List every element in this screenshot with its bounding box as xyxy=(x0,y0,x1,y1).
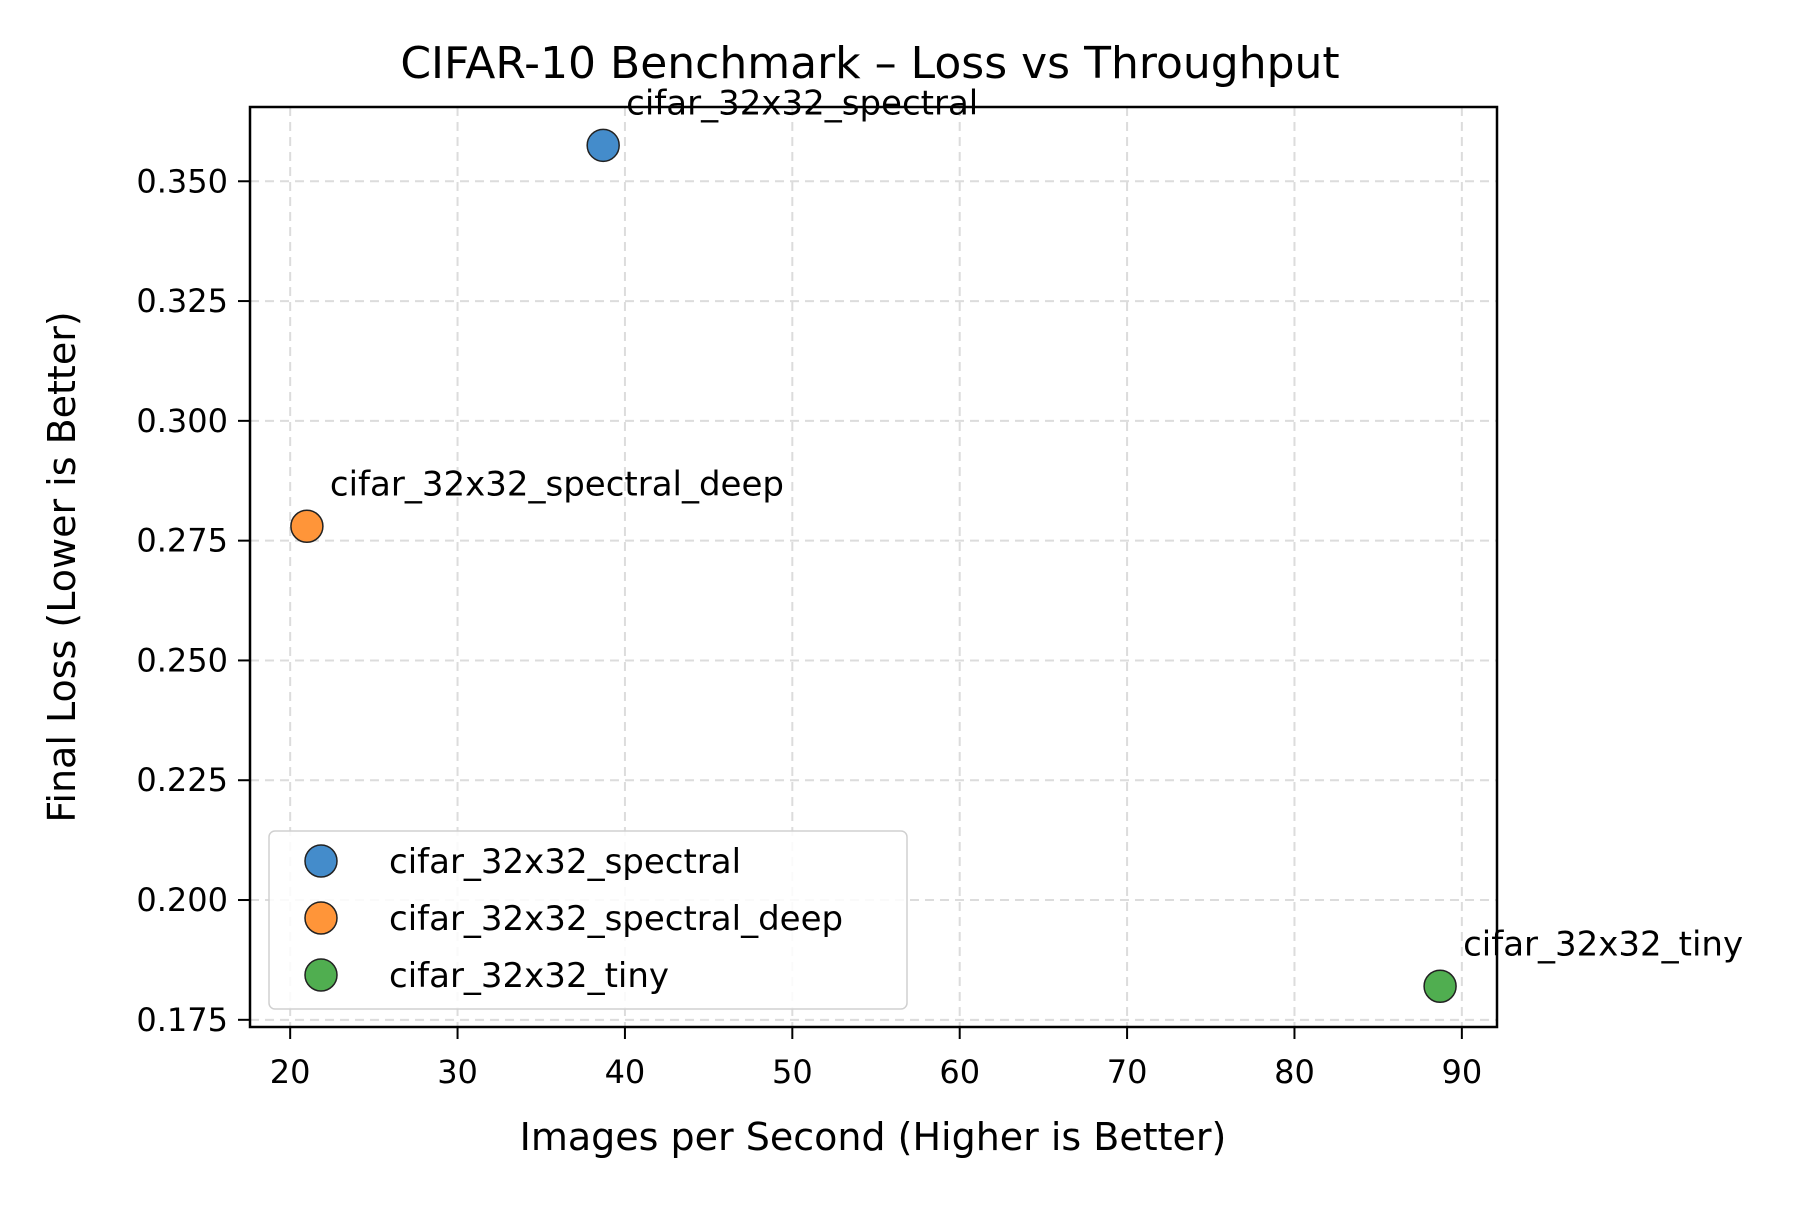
plot-area xyxy=(248,105,1499,1029)
y-tick-label: 0.325 xyxy=(136,282,228,320)
y-tick-label: 0.225 xyxy=(136,761,228,799)
data-point xyxy=(1423,969,1457,1004)
x-tick-label: 90 xyxy=(1441,1053,1482,1091)
data-point xyxy=(586,128,620,163)
chart-title: CIFAR-10 Benchmark – Loss vs Throughput xyxy=(400,38,1339,89)
point-label: cifar_32x32_spectral_deep xyxy=(330,464,784,504)
legend: cifar_32x32_spectral cifar_32x32_spectral… xyxy=(268,830,908,1010)
data-points: cifar_32x32_spectral cifar_32x32_spectral… xyxy=(290,83,1743,1004)
y-tick-label: 0.200 xyxy=(136,881,228,919)
y-tick-label: 0.300 xyxy=(136,402,228,440)
data-point xyxy=(290,509,324,544)
x-tick-label: 30 xyxy=(437,1053,478,1091)
y-tick-label: 0.275 xyxy=(136,522,228,560)
y-tick-label: 0.250 xyxy=(136,641,228,679)
x-tick-label: 70 xyxy=(1107,1053,1148,1091)
x-tick-label: 50 xyxy=(772,1053,813,1091)
y-axis-label: Final Loss (Lower is Better) xyxy=(40,311,84,822)
x-tick-label: 20 xyxy=(270,1053,311,1091)
y-tick-label: 0.350 xyxy=(136,162,228,200)
legend-box xyxy=(268,830,908,1010)
legend-label: cifar_32x32_spectral_deep xyxy=(389,899,843,939)
legend-label: cifar_32x32_spectral xyxy=(389,842,741,882)
point-label: cifar_32x32_tiny xyxy=(1463,924,1743,964)
legend-label: cifar_32x32_tiny xyxy=(389,956,669,996)
x-axis-label: Images per Second (Higher is Better) xyxy=(520,1115,1227,1159)
x-tick-label: 60 xyxy=(939,1053,980,1091)
legend-marker xyxy=(304,844,338,878)
y-tick-label: 0.175 xyxy=(136,1001,228,1039)
axis-ticks: 20 30 40 50 60 70 80 90 0.175 0.200 0.225 0.250 0.27… xyxy=(136,162,1482,1091)
legend-marker xyxy=(304,958,338,992)
point-label: cifar_32x32_spectral xyxy=(626,83,978,123)
legend-marker xyxy=(304,901,338,935)
x-tick-label: 40 xyxy=(605,1053,646,1091)
x-tick-label: 80 xyxy=(1274,1053,1315,1091)
